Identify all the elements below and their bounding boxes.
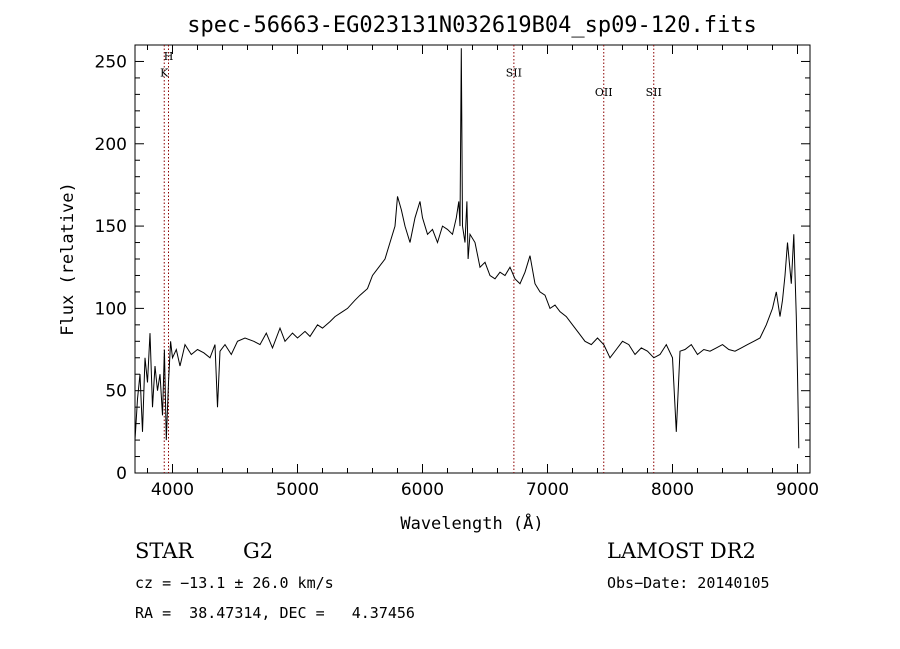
y-tick-label: 0 [116, 464, 127, 484]
x-tick-label: 6000 [401, 480, 444, 500]
spectral-line-label: SII [646, 86, 662, 99]
y-tick-label: 50 [105, 382, 127, 402]
spectral-line-markers: HK SII OII SII [160, 45, 662, 473]
plot-frame [134, 44, 811, 474]
object-class: STAR [135, 539, 194, 563]
y-tick-label: 200 [95, 135, 127, 155]
spectral-line-label: OII [595, 86, 613, 99]
x-tick-label: 5000 [276, 480, 319, 500]
coordinates: RA = 38.47314, DEC = 4.37456 [135, 604, 415, 622]
x-tick-label: 4000 [151, 480, 194, 500]
spectral-line-label: K [160, 66, 169, 79]
object-subclass: G2 [243, 539, 274, 563]
chart-title: spec-56663-EG023131N032619B04_sp09-120.f… [187, 13, 757, 38]
redshift-velocity: cz = −13.1 ± 26.0 km/s [135, 574, 334, 592]
x-tick-label: 9000 [776, 480, 819, 500]
x-tick-label: 7000 [526, 480, 569, 500]
y-axis-label: Flux (relative) [58, 182, 78, 336]
spectrum-series-line [134, 48, 800, 449]
y-tick-label: 100 [95, 299, 127, 319]
spectral-line-label: SII [506, 66, 522, 79]
x-tick-label: 8000 [651, 480, 694, 500]
axis-ticks: 4000 5000 6000 7000 8000 9000 0 50 100 150 200 250 [95, 44, 819, 500]
x-axis-label: Wavelength (Å) [400, 512, 543, 534]
y-tick-label: 150 [95, 217, 127, 237]
observation-date: Obs−Date: 20140105 [607, 574, 770, 592]
survey-name: LAMOST DR2 [607, 539, 756, 563]
y-tick-label: 250 [95, 52, 127, 72]
spectral-line-label: H [164, 50, 174, 63]
